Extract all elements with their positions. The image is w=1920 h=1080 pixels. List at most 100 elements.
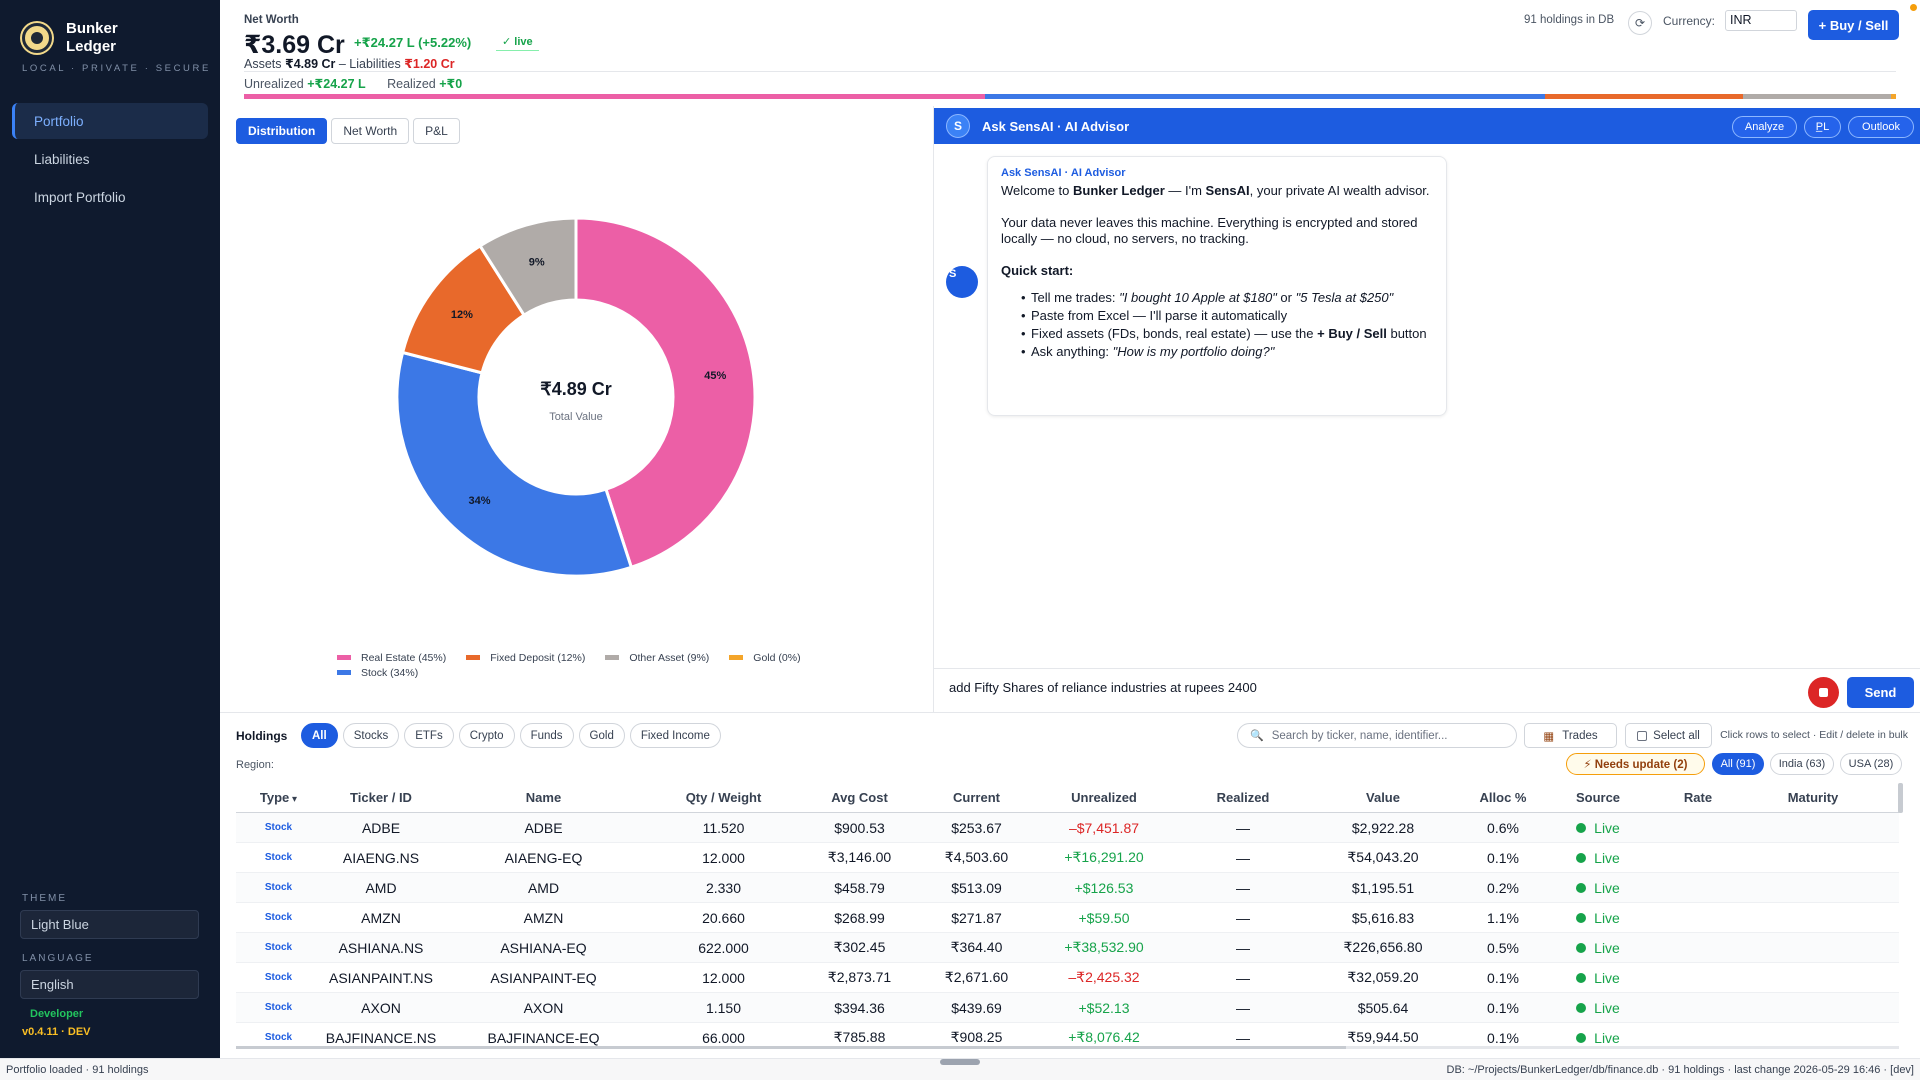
real-cell: —: [1236, 879, 1250, 896]
table-row[interactable]: Stock AIAENG.NS AIAENG-EQ 12.000 ₹3,146.00 ₹4…: [236, 843, 1899, 873]
source-cell: Live: [1553, 1030, 1643, 1046]
legend-item[interactable]: Stock (34%): [337, 665, 418, 680]
chat-input-bar: add Fifty Shares of reliance industries …: [934, 668, 1920, 712]
avg-cell: ₹302.45: [833, 939, 886, 955]
search-input[interactable]: Search by ticker, name, identifier...: [1271, 729, 1448, 742]
source-cell: Live: [1553, 880, 1643, 896]
region-all[interactable]: All (91): [1712, 753, 1764, 775]
region-usa[interactable]: USA (28): [1840, 753, 1902, 775]
horizontal-scrollbar[interactable]: [236, 1046, 1899, 1049]
nav-item-import-portfolio[interactable]: Import Portfolio: [34, 189, 126, 205]
main-nav: Portfolio Liabilities Import Portfolio: [12, 103, 208, 217]
column-header-value[interactable]: Value: [1366, 790, 1400, 805]
tip-ask: Ask anything: "How is my portfolio doing…: [1021, 343, 1433, 361]
table-row[interactable]: Stock AMD AMD 2.330 $458.79 $513.09 +$126.53 — $…: [236, 873, 1899, 903]
outlook-button[interactable]: Outlook: [1848, 116, 1914, 138]
column-header-qty-weight[interactable]: Qty / Weight: [685, 790, 762, 805]
tab-distribution[interactable]: Distribution: [236, 118, 328, 144]
column-header-source[interactable]: Source: [1575, 790, 1621, 805]
resize-handle[interactable]: [940, 1059, 980, 1065]
value-cell: $5,616.83: [1351, 909, 1415, 926]
real-cell: —: [1236, 909, 1250, 926]
theme-select[interactable]: Light Blue: [20, 910, 199, 939]
filter-stocks[interactable]: Stocks: [342, 723, 400, 748]
send-button[interactable]: Send: [1847, 677, 1914, 708]
notification-dot-icon: [1910, 4, 1917, 11]
slice-stock[interactable]: [395, 350, 634, 578]
language-select[interactable]: English: [20, 970, 199, 999]
legend-item[interactable]: Gold (0%): [729, 650, 801, 665]
table-row[interactable]: Stock ASHIANA.NS ASHIANA-EQ 622.000 ₹302.45 ₹…: [236, 933, 1899, 963]
filter-crypto[interactable]: Crypto: [458, 723, 515, 748]
legend-item[interactable]: Real Estate (45%): [337, 650, 446, 665]
nav-item-portfolio[interactable]: Portfolio: [12, 103, 208, 139]
tab-p-l[interactable]: P&L: [413, 118, 460, 144]
ticker-cell: ASIANPAINT.NS: [329, 969, 433, 986]
tip-excel: Paste from Excel — I'll parse it automat…: [1021, 307, 1433, 325]
name-cell: AIAENG-EQ: [504, 849, 583, 866]
filter-etfs[interactable]: ETFs: [404, 723, 454, 748]
slice-other-asset[interactable]: [478, 216, 578, 318]
assets-label: Assets: [244, 57, 282, 71]
value-cell: ₹226,656.80: [1343, 939, 1423, 955]
analyze-button[interactable]: Analyze: [1732, 116, 1797, 138]
slice-real-estate[interactable]: [574, 216, 757, 570]
column-header-realized[interactable]: Realized: [1216, 790, 1270, 805]
type-cell: Stock: [264, 852, 293, 863]
currency-select[interactable]: INR: [1725, 10, 1797, 31]
legend-swatch: [337, 655, 351, 660]
table-row[interactable]: Stock BAJFINANCE.NS BAJFINANCE-EQ 66.000 ₹78…: [236, 1023, 1899, 1047]
source-cell: Live: [1553, 970, 1643, 986]
filter-all[interactable]: All: [301, 723, 338, 748]
sort-arrow-icon[interactable]: ▾: [289, 794, 298, 805]
ticker-cell: ADBE: [361, 819, 401, 836]
needs-update-filter[interactable]: ⚡ Needs update (2): [1566, 753, 1705, 775]
type-cell: Stock: [264, 942, 293, 953]
slice-label-fixed-deposit: 12%: [451, 309, 473, 321]
unreal-cell: +₹16,291.20: [1064, 849, 1144, 865]
nav-item-liabilities[interactable]: Liabilities: [34, 151, 90, 167]
chat-input[interactable]: add Fifty Shares of reliance industries …: [949, 680, 1257, 695]
table-row[interactable]: Stock AXON AXON 1.150 $394.36 $439.69 +$52.13 —…: [236, 993, 1899, 1023]
column-header-name[interactable]: Name: [525, 790, 562, 805]
filter-fixed-income[interactable]: Fixed Income: [629, 723, 721, 748]
column-header-rate[interactable]: Rate: [1683, 790, 1713, 805]
live-badge: ✓ live: [496, 33, 539, 51]
trades-button[interactable]: ▦ Trades: [1524, 723, 1617, 748]
column-header-avg-cost[interactable]: Avg Cost: [831, 790, 888, 805]
avg-cell: $900.53: [834, 819, 885, 836]
region-india[interactable]: India (63): [1770, 753, 1834, 775]
legend-item[interactable]: Other Asset (9%): [605, 650, 709, 665]
column-header-type[interactable]: Type ▾: [259, 790, 298, 805]
buy-sell-button[interactable]: + Buy / Sell: [1808, 10, 1899, 40]
holdings-panel: Holdings All Stocks ETFs Crypto Funds Gold Fix…: [220, 712, 1920, 1058]
column-header-current[interactable]: Current: [953, 790, 1000, 805]
filter-funds[interactable]: Funds: [519, 723, 574, 748]
unrealized-value: +₹24.27 L: [307, 77, 366, 91]
column-header-ticker-id[interactable]: Ticker / ID: [350, 790, 412, 805]
column-header-unrealized[interactable]: Unrealized: [1071, 790, 1137, 805]
column-header-alloc-%[interactable]: Alloc %: [1479, 790, 1527, 805]
vertical-scrollbar[interactable]: [1898, 783, 1903, 813]
search-icon: 🔍: [1250, 730, 1264, 742]
table-row[interactable]: Stock ASIANPAINT.NS ASIANPAINT-EQ 12.000 ₹2,…: [236, 963, 1899, 993]
table-row[interactable]: Stock AMZN AMZN 20.660 $268.99 $271.87 +$59.50…: [236, 903, 1899, 933]
type-cell: Stock: [264, 1032, 293, 1043]
welcome-text: Welcome to Bunker Ledger — I'm SensAI, y…: [1001, 183, 1430, 198]
column-header-maturity[interactable]: Maturity: [1787, 790, 1839, 805]
legend-item[interactable]: Fixed Deposit (12%): [466, 650, 585, 665]
source-label: Live: [1594, 909, 1620, 926]
avg-cell: $268.99: [834, 909, 885, 926]
legend-label: Stock (34%): [361, 666, 419, 679]
tab-net-worth[interactable]: Net Worth: [331, 118, 410, 144]
alloc-cell: 0.1%: [1487, 1029, 1519, 1046]
refresh-icon[interactable]: ⟳: [1628, 11, 1652, 35]
filter-gold[interactable]: Gold: [578, 723, 625, 748]
qty-cell: 20.660: [702, 909, 745, 926]
stop-button[interactable]: [1808, 677, 1839, 708]
pl-button[interactable]: P̲L: [1804, 116, 1841, 138]
table-row[interactable]: Stock ADBE ADBE 11.520 $900.53 $253.67 –$7,451…: [236, 813, 1899, 843]
select-all-button[interactable]: Select all: [1625, 723, 1712, 748]
holdings-search[interactable]: 🔍 Search by ticker, name, identifier...: [1237, 723, 1517, 748]
alloc-segment-other-asset: [1742, 94, 1892, 99]
